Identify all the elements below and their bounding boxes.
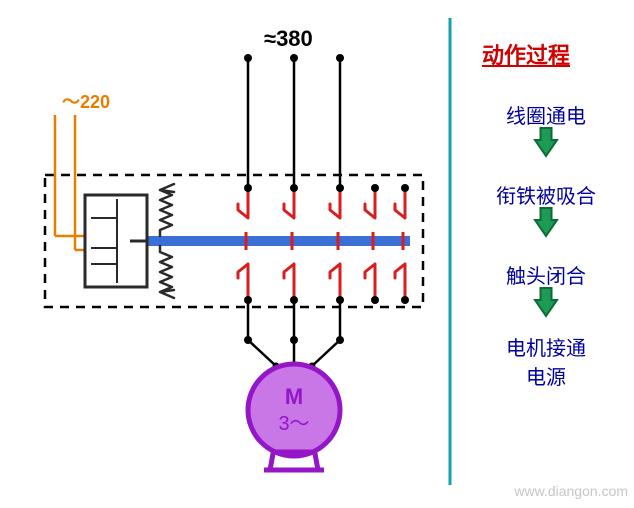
svg-text:M: M — [285, 384, 303, 409]
watermark: www.diangon.com — [514, 483, 628, 499]
label-220: ～220 — [62, 88, 110, 114]
sidebar-title: 动作过程 — [482, 38, 570, 70]
sidebar-step-2: 触头闭合 — [476, 260, 616, 289]
sidebar-step-1: 衔铁被吸合 — [476, 180, 616, 209]
svg-text:3～: 3～ — [278, 413, 309, 435]
sidebar-step-3: 电机接通 电源 — [476, 332, 616, 390]
diagram-svg: M 3～ — [0, 0, 634, 503]
label-380: ≈380 — [264, 26, 313, 52]
sidebar-step-0: 线圈通电 — [476, 100, 616, 129]
